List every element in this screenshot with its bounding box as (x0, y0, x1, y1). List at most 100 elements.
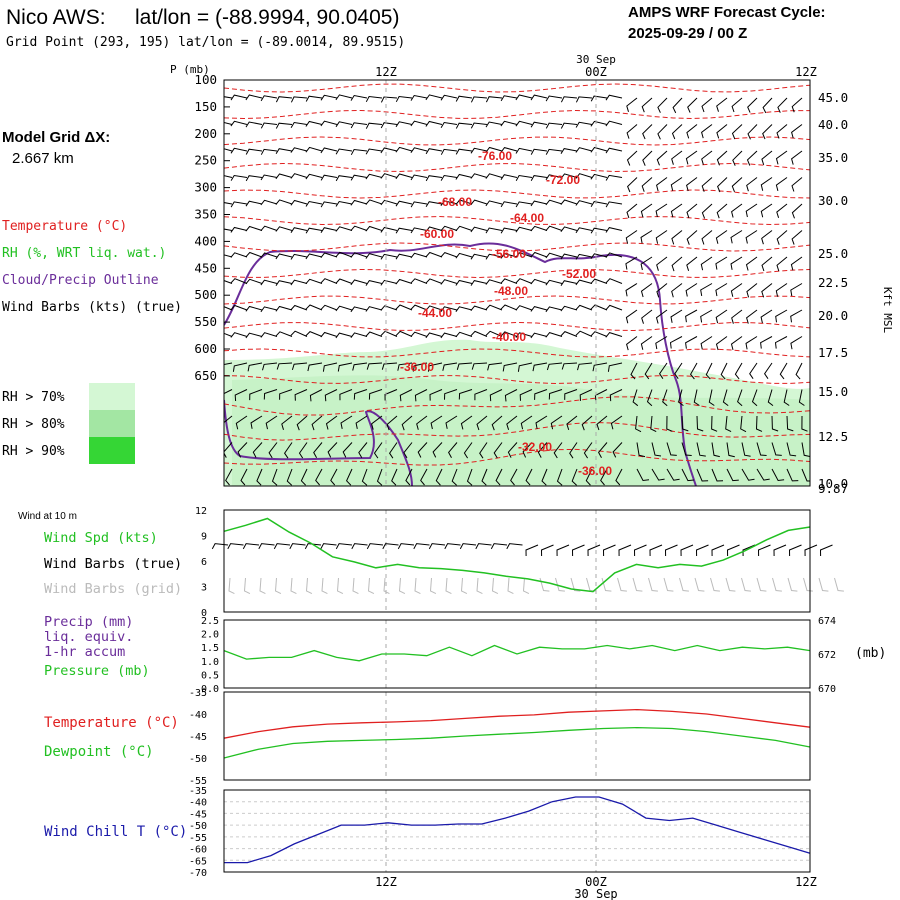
bottom-date-label: 30 Sep (574, 887, 617, 900)
wind-barb (605, 120, 623, 127)
wind-barb (290, 96, 308, 103)
wind-barb (425, 120, 443, 127)
wind-barb (230, 252, 248, 258)
precip-tick-label: 2.5 (201, 616, 219, 627)
wind-barb (734, 362, 743, 380)
pressure-tick-label: 500 (194, 287, 217, 302)
true-wind-barb (444, 543, 461, 550)
wind-barb (380, 96, 398, 103)
wind-barb (350, 332, 368, 338)
wind-barb (320, 278, 338, 284)
grid-wind-barb (522, 577, 530, 595)
wind-barb (455, 199, 473, 206)
wind-barb (350, 148, 368, 156)
wind-barb (515, 174, 533, 182)
grid-wind-barb (648, 577, 658, 592)
wind-barb (550, 415, 563, 430)
wind-barb (320, 227, 338, 233)
wind-barb (534, 389, 548, 400)
chill-tick-label: -60 (189, 845, 207, 856)
wind-barb (425, 226, 443, 233)
wind-barb (380, 173, 398, 179)
station-latlon: lat/lon = (-88.9994, 90.0405) (135, 6, 399, 29)
wind-barb (260, 332, 278, 338)
wind-barb (783, 389, 790, 406)
precip-panel-frame (223, 619, 811, 689)
wind-barb (746, 150, 758, 166)
wind-barb (275, 226, 293, 232)
wind-barb (305, 227, 323, 234)
temp-tick-label: -45 (189, 732, 207, 743)
wind-barb (225, 468, 233, 486)
wind-barb (745, 336, 758, 350)
wind-barb (485, 173, 503, 179)
pressure-line (223, 644, 811, 662)
wind-barb (440, 306, 458, 312)
top-date-label: 30 Sep (576, 53, 616, 66)
true-wind-barb (459, 543, 477, 550)
wind-barb (711, 468, 724, 482)
wind-barb (470, 122, 488, 129)
wind-barb (275, 148, 293, 155)
wind-barb (230, 174, 248, 181)
legend-1hr-accum: 1-hr accum (44, 644, 125, 660)
wind-barb (776, 256, 788, 272)
legend-barbs-true: Wind Barbs (true) (44, 556, 182, 572)
wind-tick-label: 3 (201, 583, 207, 594)
wind-barb (224, 389, 233, 395)
wind-barb (577, 362, 593, 371)
wind-barb (745, 230, 758, 244)
grid-wind-barb (243, 577, 251, 595)
wind-barb (700, 309, 713, 323)
height-tick-label: 9.87 (818, 481, 848, 496)
wind-barb (395, 304, 413, 311)
wind-barb (305, 146, 323, 153)
wind-barb (790, 256, 803, 271)
wind-barb (656, 283, 668, 298)
wind-barb (410, 201, 428, 208)
true-wind-barb (475, 543, 492, 550)
wind-barb (260, 252, 278, 259)
chill-tick-label: -35 (189, 786, 207, 797)
wind-barb (560, 280, 578, 286)
wind-barb (425, 201, 443, 208)
legend-precip: Precip (mm) (44, 614, 133, 630)
pressure-tick-label: 200 (194, 126, 217, 141)
wind-barb (327, 442, 338, 458)
wind-barb (701, 203, 713, 219)
wind-barb (455, 279, 473, 286)
wind-barb (745, 203, 758, 218)
wind-barb (381, 362, 398, 370)
wind-barb (481, 468, 488, 486)
grid-wind-barb (228, 577, 235, 595)
true-wind-barb (351, 543, 368, 550)
wind-barb (717, 177, 728, 193)
wind-barb (655, 336, 668, 350)
wind-barb (625, 256, 638, 270)
wind-barb (440, 121, 458, 128)
wind-barb (776, 203, 788, 218)
wind-barb (224, 121, 233, 125)
wind-barb (775, 150, 788, 165)
model-grid-label: Model Grid ΔX: (2, 129, 110, 146)
wind-barb (237, 442, 248, 458)
wind-barb (605, 252, 623, 258)
wind-barb (685, 283, 698, 297)
wind-barb (545, 279, 563, 286)
wind-barb (432, 442, 443, 458)
wind-barb (405, 468, 413, 486)
upper-wind-barbs (224, 94, 810, 486)
temperature-contour (224, 215, 810, 226)
wind-barb (249, 389, 263, 401)
wind-barb (245, 175, 263, 182)
wind-barb (361, 468, 368, 486)
wind-barb (495, 468, 503, 486)
wind-barb (425, 148, 443, 155)
wind-barb (260, 199, 278, 206)
wind-barb (463, 442, 473, 459)
wind-barb (530, 200, 548, 207)
wind-barb (435, 468, 443, 486)
wind-barb (545, 95, 563, 102)
contour-label-56: -56.00 (492, 247, 526, 261)
wind-barb (256, 468, 263, 486)
